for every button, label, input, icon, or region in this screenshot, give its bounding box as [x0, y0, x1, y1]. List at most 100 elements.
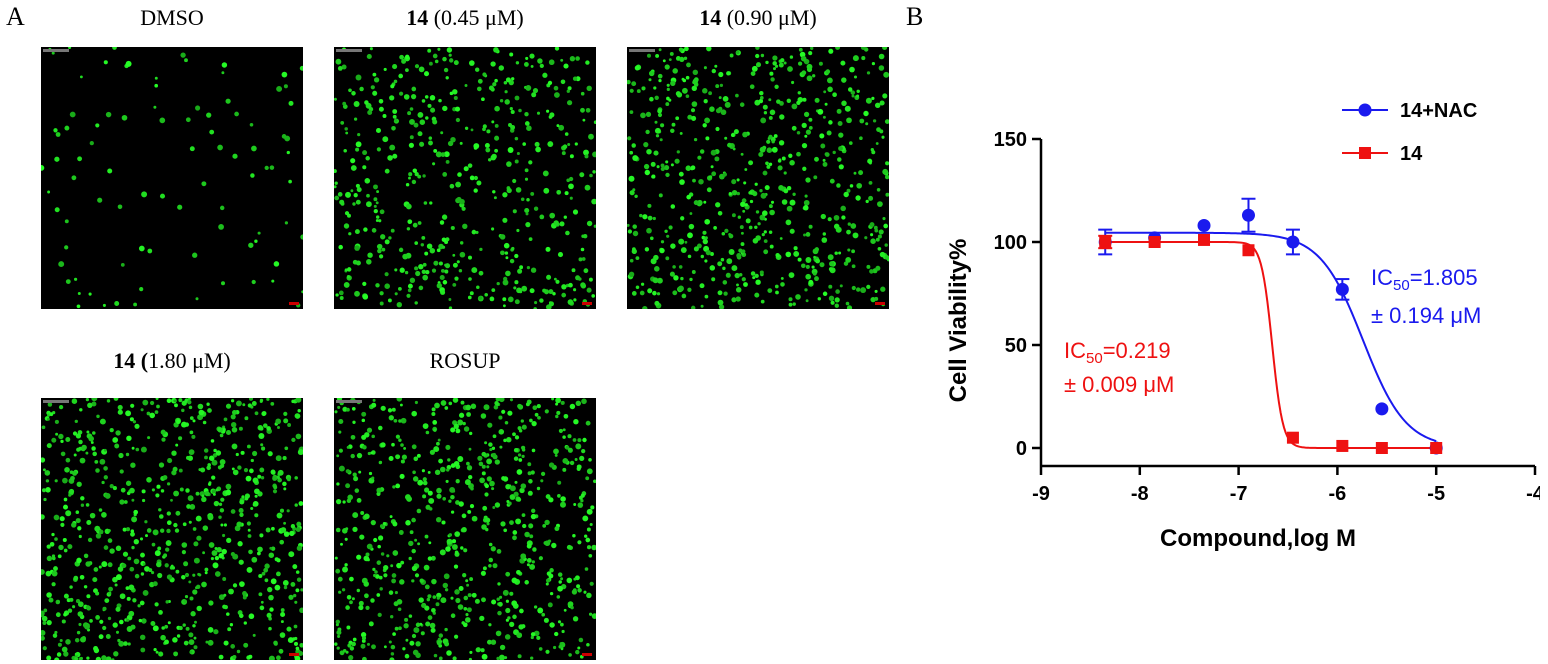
- cell-dot: [503, 242, 510, 249]
- cell-dot: [367, 252, 373, 258]
- cell-dot: [458, 412, 465, 418]
- cell-dot: [362, 281, 367, 287]
- cell-dot: [703, 200, 707, 204]
- cell-dot: [466, 412, 471, 417]
- cell-dot: [520, 197, 525, 202]
- cell-dot: [673, 275, 679, 281]
- cell-dot: [150, 621, 156, 626]
- cell-dot: [856, 89, 860, 94]
- cell-dot: [397, 607, 402, 612]
- cell-dot: [300, 588, 303, 592]
- cell-dot: [165, 540, 172, 547]
- cell-dot: [226, 537, 232, 544]
- cell-dot: [591, 613, 596, 619]
- cell-dot: [105, 111, 112, 118]
- cell-dot: [196, 605, 202, 612]
- cell-dot: [282, 456, 287, 461]
- cell-dot: [412, 222, 418, 228]
- cell-dot: [786, 205, 793, 212]
- cell-dot: [346, 267, 352, 272]
- cell-dot: [683, 56, 688, 61]
- cell-dot: [242, 403, 246, 407]
- cell-dot: [885, 161, 889, 166]
- cell-dot: [738, 273, 743, 277]
- cell-dot: [567, 143, 571, 146]
- cell-dot: [112, 47, 117, 50]
- cell-dot: [117, 204, 123, 210]
- cell-dot: [511, 246, 515, 251]
- cell-dot: [263, 423, 268, 428]
- cell-dot: [167, 458, 173, 464]
- cell-dot: [365, 605, 370, 611]
- cell-dot: [275, 418, 282, 425]
- cell-dot: [388, 415, 394, 421]
- cell-dot: [882, 47, 888, 51]
- cell-dot: [173, 522, 178, 528]
- cell-dot: [493, 196, 497, 200]
- cell-dot: [770, 77, 775, 82]
- cell-dot: [244, 416, 249, 421]
- panel-letter-a: A: [6, 2, 25, 31]
- cell-dot: [444, 406, 449, 410]
- cell-dot: [160, 429, 166, 435]
- cell-dot: [539, 63, 544, 69]
- cell-dot: [221, 71, 225, 75]
- cell-dot: [735, 50, 740, 55]
- cell-dot: [783, 171, 787, 175]
- cell-dot: [494, 135, 500, 141]
- cell-dot: [653, 150, 659, 156]
- cell-dot: [435, 151, 442, 158]
- cell-dot: [86, 656, 90, 660]
- cell-dot: [428, 497, 435, 504]
- cell-dot: [445, 237, 450, 242]
- cell-dot: [403, 446, 407, 450]
- cell-dot: [545, 246, 551, 252]
- cell-dot: [415, 641, 421, 647]
- cell-dot: [505, 77, 511, 83]
- cell-dot: [882, 168, 889, 175]
- cell-dot: [775, 64, 779, 68]
- cell-dot: [519, 487, 525, 494]
- cell-dot: [102, 303, 106, 307]
- cell-dot: [74, 637, 80, 643]
- cell-dot: [665, 172, 670, 178]
- cell-dot: [846, 117, 852, 124]
- cell-dot: [254, 488, 260, 495]
- data-points: [1098, 197, 1443, 455]
- cell-dot: [805, 257, 812, 263]
- cell-dot: [223, 640, 229, 646]
- cell-dot: [874, 102, 881, 109]
- cell-dot: [193, 645, 198, 650]
- cell-dot: [399, 579, 405, 585]
- cell-dot: [153, 105, 157, 109]
- cell-dot: [664, 229, 668, 233]
- cell-dot: [185, 488, 190, 493]
- cell-dot: [448, 401, 453, 406]
- cell-dot: [418, 285, 424, 291]
- cell-dot: [497, 582, 501, 586]
- cell-dot: [252, 633, 256, 637]
- cell-dot: [276, 85, 283, 92]
- cell-dot: [453, 461, 460, 467]
- cell-dot: [51, 51, 55, 55]
- cell-dot: [234, 111, 239, 117]
- cell-dot: [49, 412, 54, 417]
- cell-dot: [112, 622, 118, 628]
- cell-dot: [822, 158, 826, 162]
- cell-dot: [514, 480, 518, 484]
- cell-dot: [827, 86, 833, 93]
- cell-dot: [370, 598, 375, 603]
- cell-dot: [277, 426, 280, 429]
- cell-dot: [744, 168, 748, 171]
- cell-dot: [476, 285, 480, 290]
- cell-dot: [200, 467, 206, 473]
- cell-dot: [666, 87, 670, 92]
- cell-dot: [531, 92, 537, 98]
- cell-dot: [74, 419, 78, 424]
- cell-dot: [361, 411, 367, 417]
- cell-dot: [755, 210, 760, 214]
- cell-dot: [413, 456, 419, 462]
- cell-dot: [195, 297, 199, 301]
- cell-dot: [477, 78, 483, 84]
- cell-dot: [356, 452, 363, 459]
